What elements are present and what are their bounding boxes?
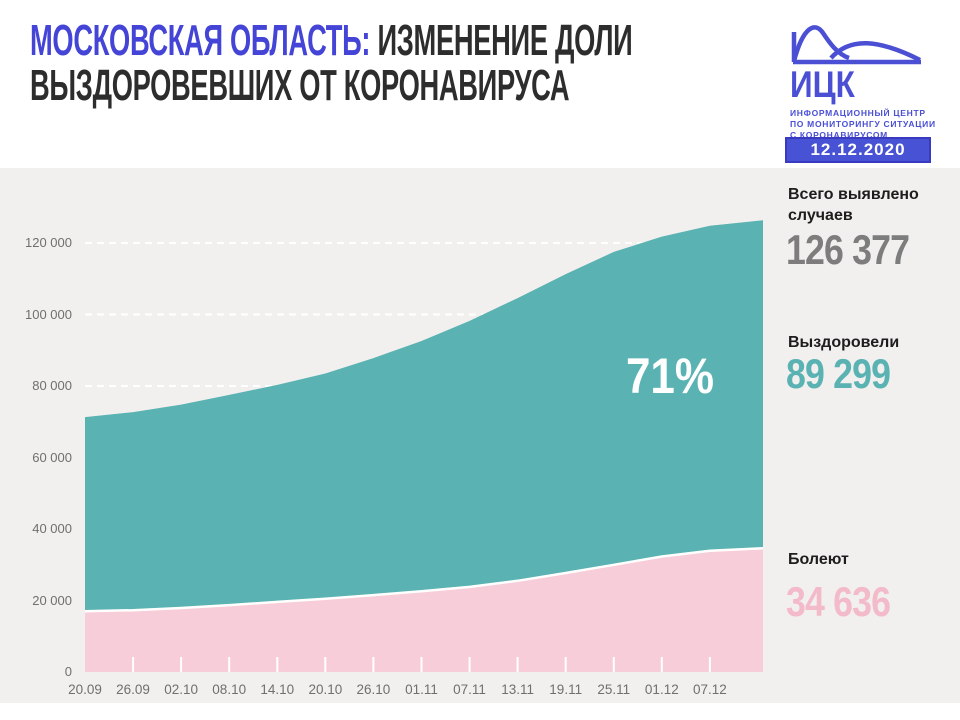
page-title: МОСКОВСКАЯ ОБЛАСТЬ: ИЗМЕНЕНИЕ ДОЛИ ВЫЗДО…	[30, 18, 960, 108]
logo-abbreviation: ИЦК	[790, 64, 855, 105]
y-axis-label: 20 000	[32, 592, 72, 608]
logo-subtitle-line: С КОРОНАВИРУСОМ	[790, 130, 888, 140]
flatten-the-curve-icon	[791, 25, 922, 65]
x-axis-label: 07.12	[693, 682, 727, 697]
total-cases-label: Всего выявлено случаев	[788, 184, 919, 226]
sick-value: 34 636	[786, 578, 891, 625]
page-title-line1: МОСКОВСКАЯ ОБЛАСТЬ: ИЗМЕНЕНИЕ ДОЛИ	[30, 16, 633, 65]
y-axis-label: 40 000	[32, 521, 72, 536]
logo-subtitle: ИНФОРМАЦИОННЫЙ ЦЕНТР ПО МОНИТОРИНГУ СИТУ…	[790, 108, 940, 141]
date-badge: 12.12.2020	[785, 137, 931, 163]
total-cases-value: 126 377	[786, 226, 910, 273]
total-cases-label-line2: случаев	[788, 207, 853, 224]
y-axis-label: 120 000	[25, 235, 72, 250]
x-axis-label: 20.10	[308, 682, 343, 697]
page-title-line2: ВЫЗДОРОВЕВШИХ ОТ КОРОНАВИРУСА	[30, 61, 570, 110]
sick-label: Болеют	[788, 551, 849, 568]
y-axis-label: 80 000	[32, 378, 72, 393]
series-divider-line	[85, 546, 763, 613]
x-axis-label: 02.10	[164, 682, 199, 697]
x-axis-label: 14.10	[260, 682, 295, 697]
recovered-area	[85, 220, 763, 672]
icc-logo: ИЦК ИНФОРМАЦИОННЫЙ ЦЕНТР ПО МОНИТОРИНГУ …	[790, 20, 940, 141]
x-axis-label: 20.09	[68, 682, 102, 697]
recovered-label: Выздоровели	[788, 334, 900, 351]
x-axis-label: 01.12	[644, 682, 679, 697]
total-cases-label-line1: Всего выявлено	[788, 186, 919, 203]
x-axis-label: 13.11	[501, 682, 535, 697]
y-axis-label: 100 000	[25, 306, 72, 322]
sick-area	[85, 548, 763, 672]
x-axis-label: 07.11	[453, 682, 486, 697]
recovered-value: 89 299	[786, 350, 891, 397]
logo-subtitle-line: ПО МОНИТОРИНГУ СИТУАЦИИ	[790, 119, 936, 129]
area-chart	[85, 220, 763, 672]
y-axis-label: 0	[64, 664, 72, 679]
title-rest: ИЗМЕНЕНИЕ ДОЛИ	[370, 16, 633, 65]
x-axis-label: 08.10	[212, 682, 247, 697]
x-axis-label: 26.10	[356, 682, 391, 697]
x-axis-label: 26.09	[116, 682, 150, 697]
x-axis-label: 25.11	[597, 682, 631, 697]
x-axis-label: 19.11	[549, 682, 583, 697]
logo-subtitle-line: ИНФОРМАЦИОННЫЙ ЦЕНТР	[790, 108, 926, 118]
y-axis-label: 60 000	[32, 449, 72, 465]
recovered-share-annotation: 71%	[625, 348, 715, 404]
x-axis-label: 01.11	[405, 682, 438, 697]
title-region-highlight: МОСКОВСКАЯ ОБЛАСТЬ:	[30, 16, 371, 65]
